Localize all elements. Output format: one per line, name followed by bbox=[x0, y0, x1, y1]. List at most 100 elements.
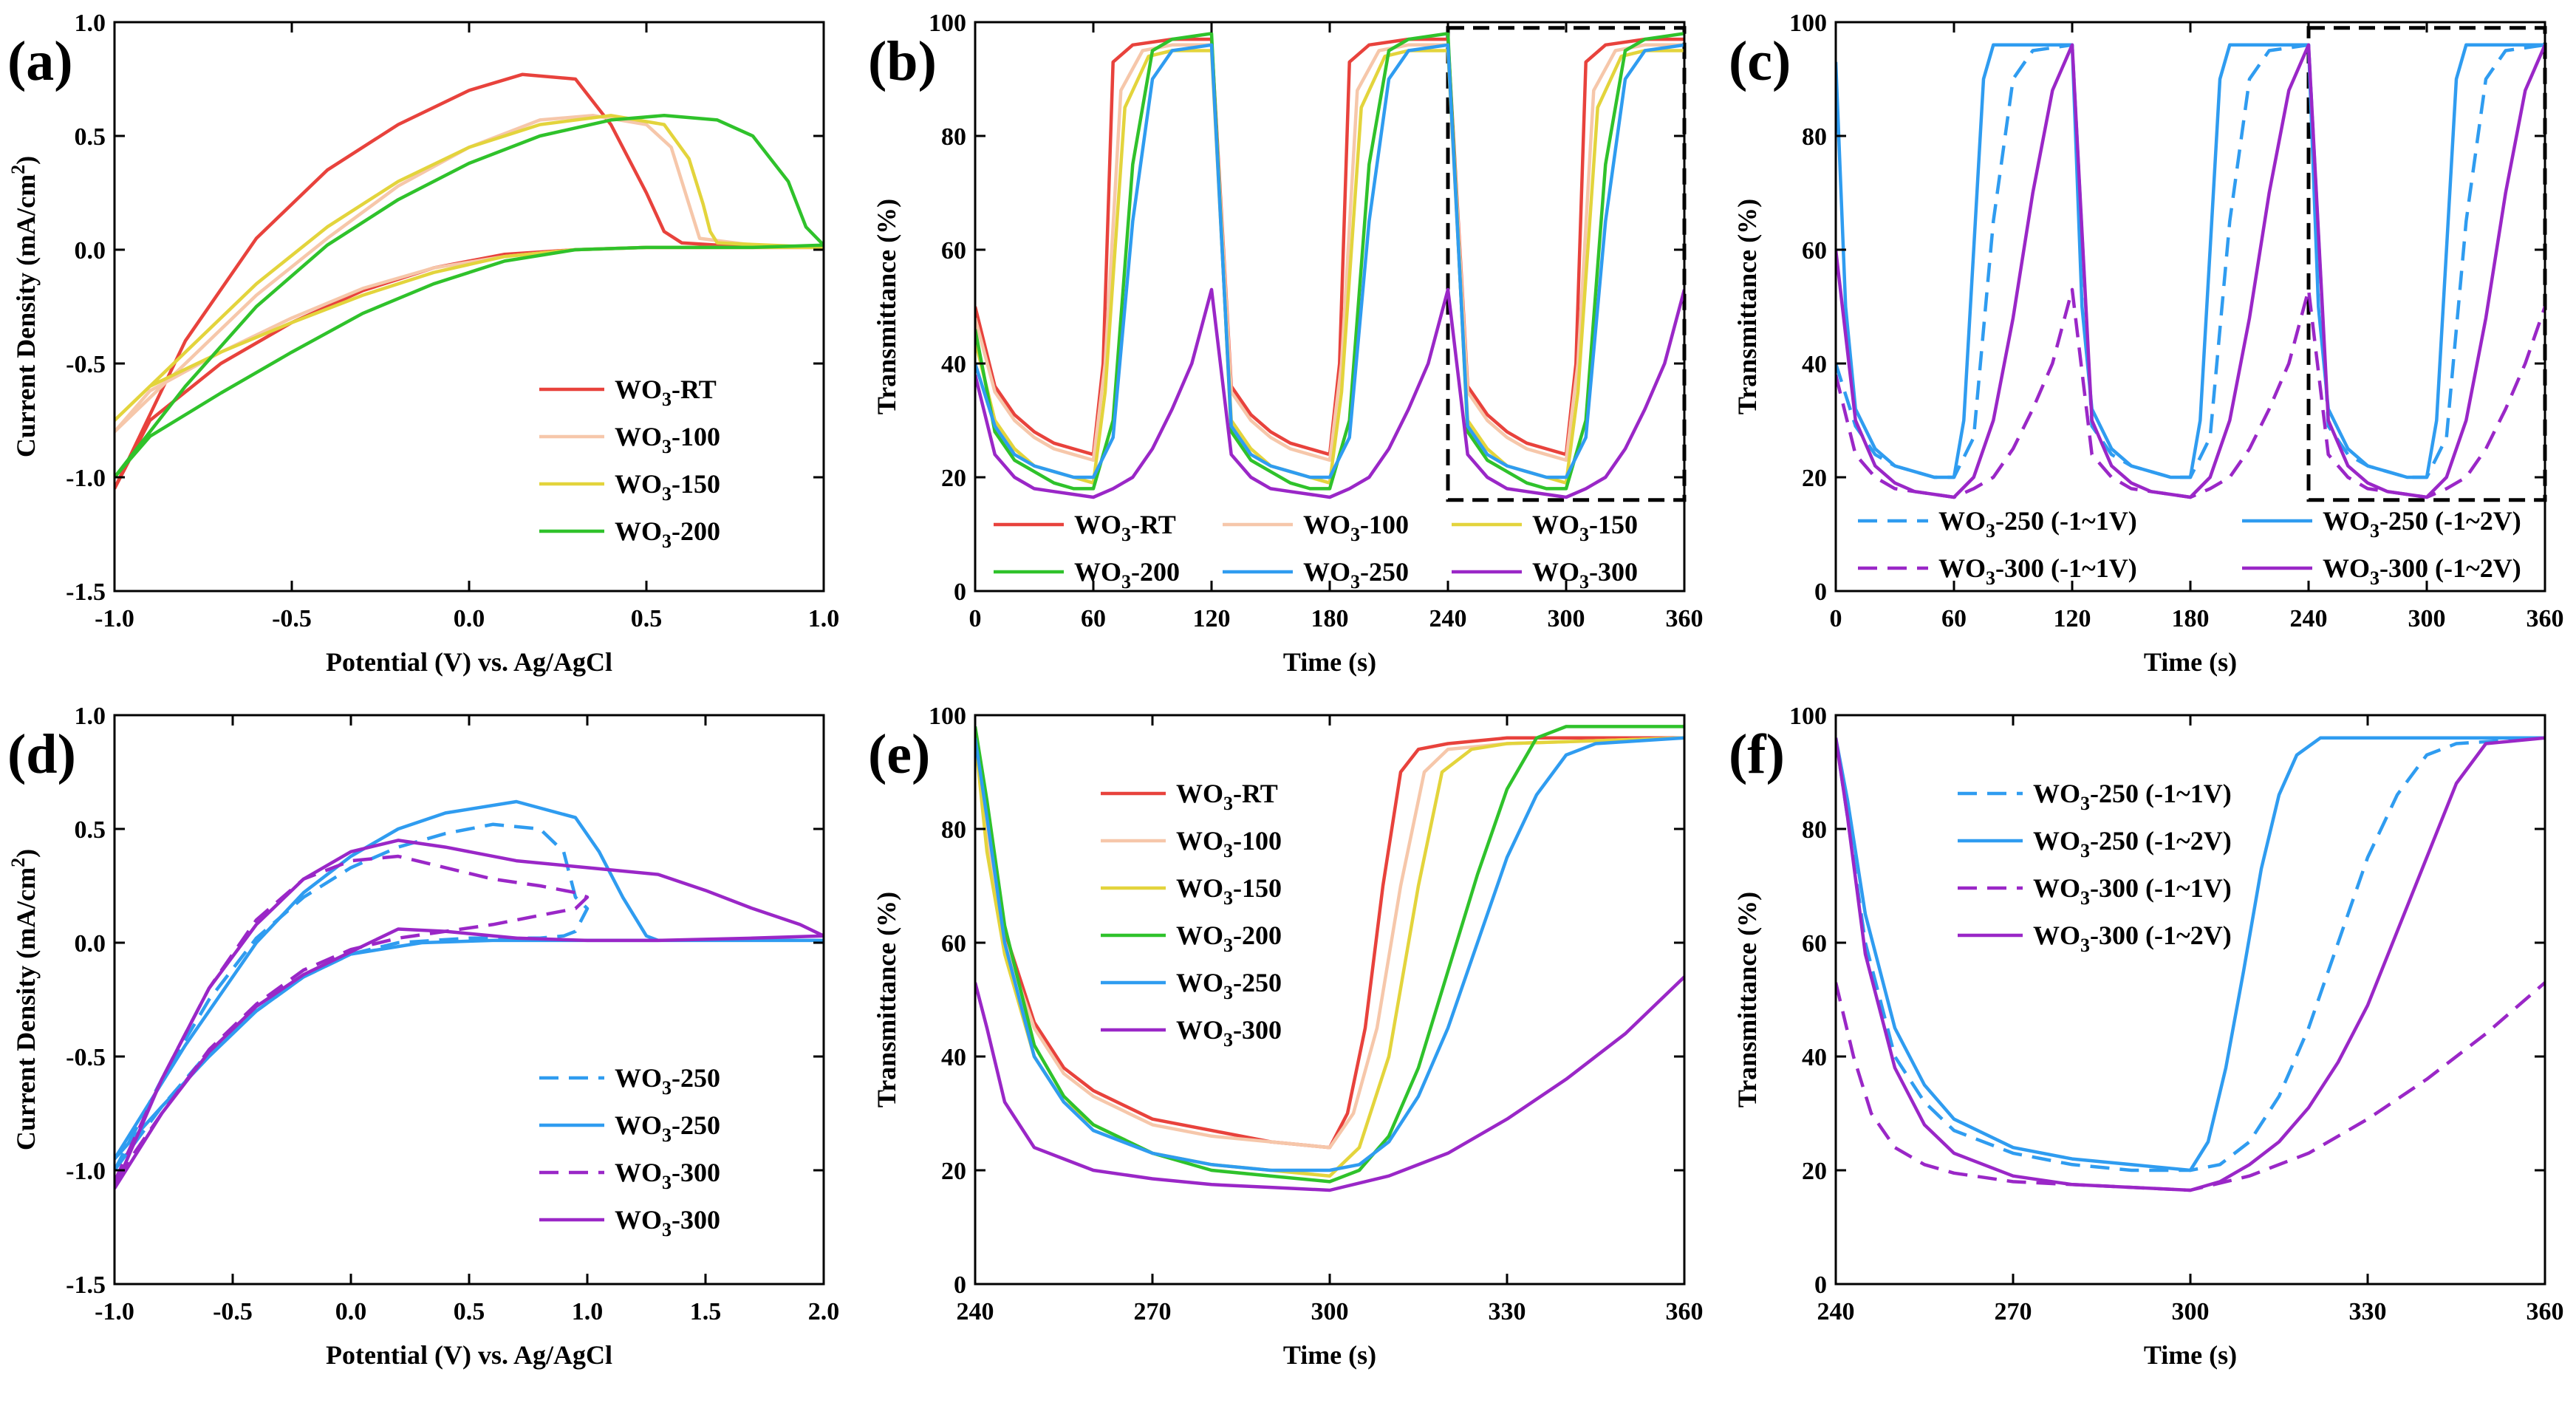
panel-4: 240 270 300 330 360 0 20 40 60 80 100 Time (s) Trans… bbox=[868, 703, 1704, 1370]
y-tick-label: 1.0 bbox=[75, 703, 106, 730]
y-axis-label: Transmittance (%) bbox=[1732, 199, 1762, 414]
y-tick-label: 0 bbox=[954, 578, 966, 606]
panel-0: -1.0 -0.5 0.0 0.5 1.0-1.5-1.0-0.50.00.51.0Po… bbox=[7, 10, 839, 677]
series-line bbox=[1836, 736, 2545, 1172]
x-tick-label: 240 bbox=[2290, 605, 2328, 632]
x-tick-label: 360 bbox=[1666, 1298, 1704, 1325]
legend-label: WO3-250 (-1~2V) bbox=[2323, 506, 2521, 542]
x-axis-label: Time (s) bbox=[2144, 647, 2237, 677]
panel-5: 240 270 300 330 360 0 20 40 60 80 100 Time (s) Trans… bbox=[1729, 703, 2564, 1370]
x-tick-label: 300 bbox=[1548, 605, 1585, 632]
legend-label: WO3-RT bbox=[615, 375, 717, 410]
y-tick-label: 0.0 bbox=[75, 930, 106, 957]
panel-label: (a) bbox=[7, 30, 73, 92]
x-tick-label: 60 bbox=[1081, 605, 1106, 632]
panel-1: 0 60 120 180 240 300 360 0 20 40 60 80 100 Time (s) Tr… bbox=[868, 10, 1704, 677]
y-tick-label: 100 bbox=[1789, 10, 1827, 37]
panel-label: (c) bbox=[1729, 30, 1791, 92]
legend-label: WO3-100 bbox=[615, 422, 720, 457]
y-axis-label: Transmittance (%) bbox=[872, 892, 901, 1107]
legend-label: WO3-300 (-1~2V) bbox=[2033, 921, 2232, 956]
series-line bbox=[1836, 43, 2545, 479]
legend-label: WO3-300 (-1~1V) bbox=[2033, 873, 2232, 909]
series-line bbox=[975, 287, 1684, 499]
legend-label: WO3-250 bbox=[1303, 557, 1409, 593]
legend-label: WO3-RT bbox=[1074, 510, 1176, 545]
x-tick-label: 300 bbox=[1311, 1298, 1349, 1325]
x-tick-label: 120 bbox=[1193, 605, 1231, 632]
x-tick-label: 180 bbox=[2172, 605, 2210, 632]
x-tick-label: 240 bbox=[957, 1298, 994, 1325]
zoom-region-box bbox=[1446, 26, 1687, 502]
y-tick-label: -1.0 bbox=[66, 1158, 106, 1185]
series-line bbox=[1836, 736, 2545, 1172]
y-tick-label: 60 bbox=[941, 237, 966, 264]
legend-label: WO3-100 bbox=[1176, 826, 1282, 861]
x-tick-label: 1.5 bbox=[690, 1298, 722, 1325]
series-line bbox=[115, 839, 824, 1189]
y-tick-label: 0.5 bbox=[75, 123, 106, 151]
panel-3: -1.0 -0.5 0.0 0.5 1.0 1.5 2.0-1.5-1.0-0.50.00.… bbox=[7, 703, 839, 1370]
x-tick-label: 120 bbox=[2054, 605, 2091, 632]
legend-label: WO3-300 bbox=[615, 1205, 720, 1240]
y-tick-label: 0 bbox=[1814, 1271, 1827, 1299]
x-tick-label: 0.0 bbox=[454, 605, 485, 632]
x-tick-label: 330 bbox=[1489, 1298, 1526, 1325]
zoom-region-box bbox=[2306, 26, 2547, 502]
x-tick-label: 360 bbox=[2527, 1298, 2564, 1325]
x-tick-label: 0.5 bbox=[631, 605, 663, 632]
plot-frame bbox=[113, 714, 825, 1286]
y-tick-label: 60 bbox=[941, 930, 966, 957]
y-tick-label: 0.0 bbox=[75, 237, 106, 264]
panel-label: (d) bbox=[7, 723, 76, 785]
x-tick-label: 360 bbox=[2527, 605, 2564, 632]
x-tick-label: 300 bbox=[2172, 1298, 2210, 1325]
legend-label: WO3-150 bbox=[1532, 510, 1638, 545]
x-axis-label: Potential (V) vs. Ag/AgCl bbox=[326, 647, 612, 677]
x-tick-label: 0.5 bbox=[454, 1298, 485, 1325]
y-tick-label: -1.5 bbox=[66, 578, 106, 606]
series-line bbox=[975, 736, 1684, 1150]
y-tick-label: 80 bbox=[1802, 123, 1827, 151]
legend-label: WO3-250 bbox=[615, 1063, 720, 1099]
x-tick-label: -0.5 bbox=[213, 1298, 253, 1325]
series-line bbox=[975, 37, 1684, 457]
series-line bbox=[975, 32, 1684, 491]
series-line bbox=[975, 975, 1684, 1192]
y-tick-label: 60 bbox=[1802, 930, 1827, 957]
y-axis-label: Transmittance (%) bbox=[1732, 892, 1762, 1107]
x-tick-label: 360 bbox=[1666, 605, 1704, 632]
y-tick-label: 100 bbox=[929, 10, 966, 37]
y-tick-label: 20 bbox=[941, 1158, 966, 1185]
legend-label: WO3-200 bbox=[1074, 557, 1180, 593]
series-line bbox=[1836, 43, 2545, 499]
legend-label: WO3-200 bbox=[615, 516, 720, 552]
legend-label: WO3-150 bbox=[615, 469, 720, 505]
x-axis-label: Time (s) bbox=[1283, 1340, 1376, 1370]
y-tick-label: 1.0 bbox=[75, 10, 106, 37]
y-tick-label: -0.5 bbox=[66, 1044, 106, 1071]
series-line bbox=[975, 43, 1684, 479]
x-tick-label: 270 bbox=[1995, 1298, 2032, 1325]
x-tick-label: 0.0 bbox=[335, 1298, 367, 1325]
y-tick-label: 80 bbox=[1802, 816, 1827, 844]
x-tick-label: 240 bbox=[1817, 1298, 1855, 1325]
x-tick-label: 300 bbox=[2408, 605, 2446, 632]
x-tick-label: 1.0 bbox=[572, 1298, 604, 1325]
series-line bbox=[1836, 981, 2545, 1192]
x-axis-label: Time (s) bbox=[2144, 1340, 2237, 1370]
legend-label: WO3-RT bbox=[1176, 779, 1278, 814]
legend-label: WO3-300 bbox=[1176, 1015, 1282, 1051]
legend-label: WO3-250 (-1~1V) bbox=[1938, 506, 2137, 542]
x-tick-label: 180 bbox=[1311, 605, 1349, 632]
y-tick-label: 100 bbox=[1789, 703, 1827, 730]
panel-label: (e) bbox=[868, 723, 930, 785]
y-tick-label: -1.5 bbox=[66, 1271, 106, 1299]
legend-label: WO3-200 bbox=[1176, 921, 1282, 956]
x-tick-label: 2.0 bbox=[808, 1298, 840, 1325]
plot-frame bbox=[113, 21, 825, 593]
x-tick-label: -0.5 bbox=[272, 605, 312, 632]
series-line bbox=[115, 799, 824, 1161]
series-line bbox=[975, 49, 1684, 485]
